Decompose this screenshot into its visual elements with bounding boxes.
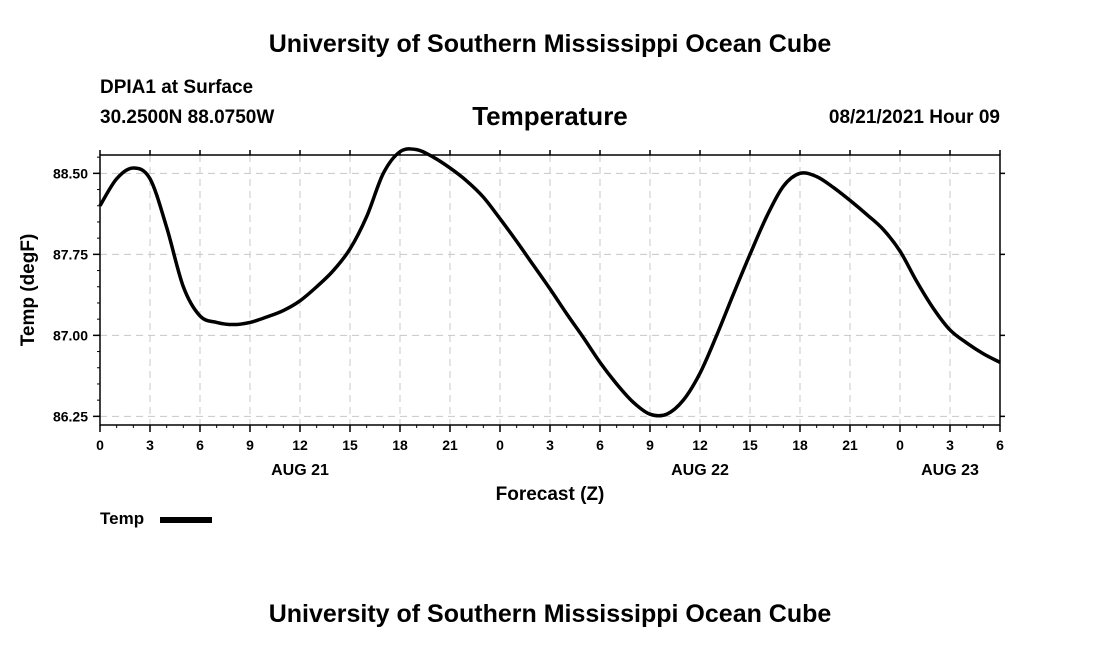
x-tick-label: 3 xyxy=(546,437,554,453)
x-tick-label: 18 xyxy=(392,437,408,453)
y-tick-label: 88.50 xyxy=(53,165,88,181)
coordinates-label: 30.2500N 88.0750W xyxy=(100,107,275,128)
legend-label: Temp xyxy=(100,509,145,528)
x-tick-label: 12 xyxy=(292,437,308,453)
x-tick-label: 9 xyxy=(646,437,654,453)
plot-frame xyxy=(99,154,1001,426)
series-line-temp xyxy=(98,147,1001,418)
x-tick-label: 6 xyxy=(996,437,1004,453)
date-label: AUG 22 xyxy=(671,462,729,479)
x-axis-label: Forecast (Z) xyxy=(496,484,605,505)
x-tick-label: 0 xyxy=(896,437,904,453)
y-tick-label: 86.25 xyxy=(53,408,88,424)
x-tick-label: 6 xyxy=(596,437,604,453)
x-tick-label: 3 xyxy=(146,437,154,453)
date-label: AUG 23 xyxy=(921,462,979,479)
variable-title: Temperature xyxy=(472,101,628,131)
axes xyxy=(93,150,1005,432)
x-tick-label: 9 xyxy=(246,437,254,453)
tick-labels: 0 3 6 9 12 15 18 21 0 3 6 9 12 15 18 21 0 3 6 AUG 21 AUG 22 A… xyxy=(53,165,1004,479)
legend-swatch xyxy=(160,517,212,523)
top-title: University of Southern Mississippi Ocean… xyxy=(268,30,832,58)
x-tick-label: 21 xyxy=(842,437,858,453)
x-tick-label: 12 xyxy=(692,437,708,453)
y-tick-label: 87.75 xyxy=(53,246,88,262)
x-tick-label: 18 xyxy=(792,437,808,453)
bottom-title: University of Southern Mississippi Ocean… xyxy=(268,600,832,628)
station-label: DPIA1 at Surface xyxy=(100,77,254,98)
y-axis-label: Temp (degF) xyxy=(18,234,39,347)
datetime-label: 08/21/2021 Hour 09 xyxy=(828,107,1000,128)
x-tick-label: 0 xyxy=(96,437,104,453)
x-tick-label: 15 xyxy=(342,437,358,453)
x-tick-label: 6 xyxy=(196,437,204,453)
y-tick-label: 87.00 xyxy=(53,327,88,343)
x-tick-label: 15 xyxy=(742,437,758,453)
x-tick-label: 0 xyxy=(496,437,504,453)
x-tick-label: 3 xyxy=(946,437,954,453)
series-layer xyxy=(98,147,1001,418)
x-tick-label: 21 xyxy=(442,437,458,453)
date-label: AUG 21 xyxy=(271,462,329,479)
